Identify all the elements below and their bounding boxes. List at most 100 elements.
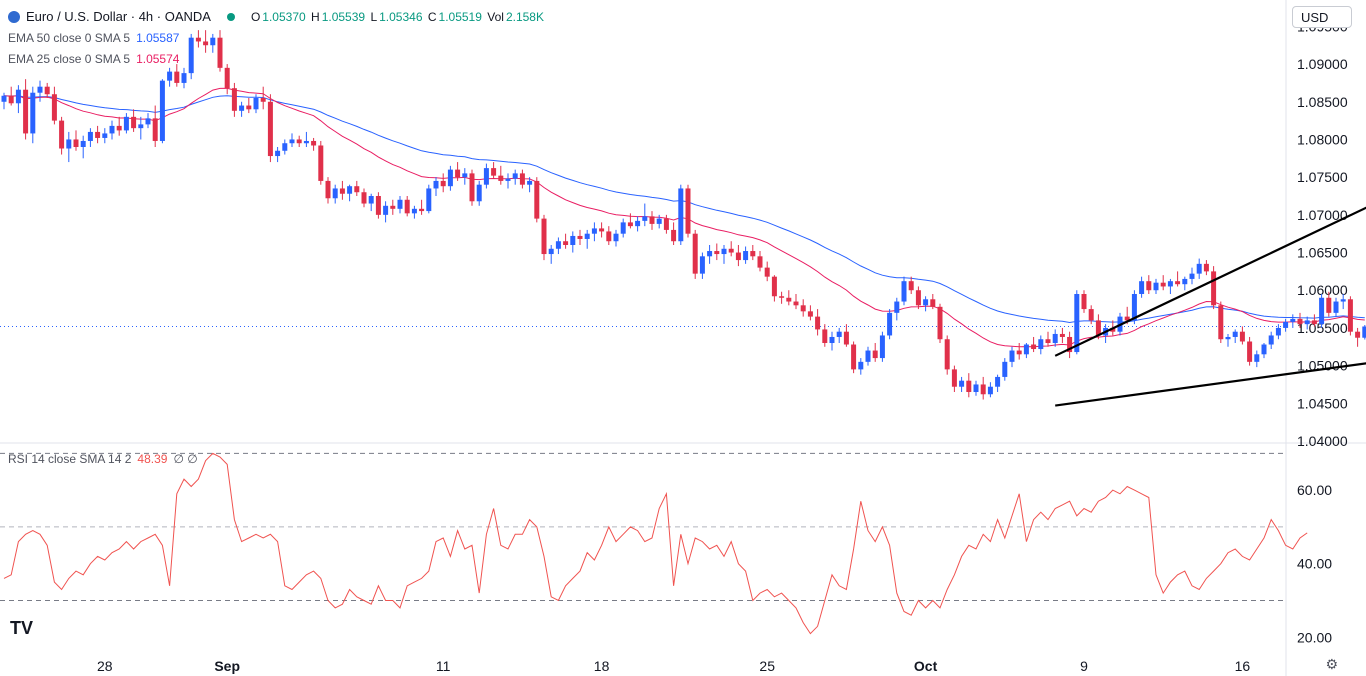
rsi-legend[interactable]: RSI 14 close SMA 14 2 48.39 ∅ ∅: [8, 452, 198, 466]
candle-body: [1067, 336, 1073, 353]
candle-body: [613, 233, 619, 242]
candle-body: [944, 339, 950, 370]
candle-body: [1326, 297, 1332, 313]
ema25-legend[interactable]: EMA 25 close 0 SMA 5 1.05574: [8, 52, 179, 66]
candle-body: [87, 131, 93, 141]
candle-body: [455, 169, 461, 178]
candle-body: [930, 299, 936, 307]
candle-body: [368, 196, 374, 204]
candle-body: [311, 140, 317, 146]
candle-body: [584, 233, 590, 239]
candle-body: [771, 276, 777, 297]
price-axis-tick: 1.05000: [1297, 358, 1348, 374]
candle-body: [1340, 299, 1346, 302]
candle-body: [764, 267, 770, 277]
candle-body: [822, 329, 828, 343]
price-axis-tick: 1.05500: [1297, 320, 1348, 336]
candle-body: [735, 252, 741, 261]
currency-button[interactable]: USD: [1292, 6, 1352, 28]
candle-body: [663, 218, 669, 230]
candle-body: [404, 199, 410, 214]
tradingview-logo: TV: [10, 618, 34, 638]
candle-body: [390, 205, 396, 209]
candle-body: [951, 369, 957, 387]
candle-body: [1009, 350, 1015, 362]
candle-body: [95, 131, 101, 138]
candle-body: [1139, 281, 1145, 294]
candle-body: [620, 222, 626, 234]
candle-body: [66, 139, 72, 149]
candle-body: [1189, 273, 1195, 279]
candle-body: [145, 118, 151, 125]
candle-body: [851, 344, 857, 370]
rsi-line: [3, 452, 1308, 635]
candle-body: [188, 37, 194, 74]
candle-body: [829, 336, 835, 343]
candle-body: [1347, 299, 1353, 332]
candle-body: [152, 118, 158, 141]
candle-body: [836, 331, 842, 337]
lower-trendline: [1055, 362, 1366, 407]
time-axis-tick: 9: [1080, 658, 1088, 674]
candle-body: [1023, 344, 1029, 355]
time-axis-tick: 16: [1235, 658, 1251, 674]
candle-body: [375, 196, 381, 215]
candle-body: [577, 235, 583, 239]
rsi-axis-tick: 40.00: [1297, 556, 1332, 572]
rsi-extra: ∅ ∅: [173, 452, 198, 466]
candle-body: [858, 361, 864, 370]
candle-body: [879, 335, 885, 359]
candle-body: [1088, 309, 1094, 321]
candle-body: [1153, 282, 1159, 291]
candle-body: [865, 350, 871, 362]
candle-body: [980, 384, 986, 395]
candle-body: [750, 251, 756, 257]
candle-body: [1196, 263, 1202, 274]
high-label: H: [311, 9, 320, 24]
candle-body: [800, 305, 806, 312]
candle-body: [872, 350, 878, 359]
candle-body: [217, 37, 223, 68]
candle-body: [138, 124, 144, 129]
candle-body: [260, 98, 266, 102]
candle-body: [1333, 301, 1339, 313]
candle-body: [915, 290, 921, 306]
ema25-label: EMA 25 close 0 SMA 5: [8, 52, 131, 66]
candle-body: [692, 233, 698, 274]
candle-body: [642, 216, 648, 221]
candle-body: [555, 241, 561, 249]
candle-body: [1304, 320, 1310, 325]
candle-body: [339, 188, 345, 194]
candle-body: [1016, 350, 1022, 355]
ema50-value: 1.05587: [136, 31, 180, 45]
candle-body: [901, 281, 907, 302]
rsi-label: RSI 14 close SMA 14 2: [8, 452, 132, 466]
candle-body: [246, 105, 252, 110]
candle-body: [1002, 361, 1008, 377]
price-axis-tick: 1.07500: [1297, 169, 1348, 185]
price-axis-tick: 1.09000: [1297, 56, 1348, 72]
candle-body: [8, 95, 14, 104]
candle-body: [73, 139, 79, 147]
candle-body: [174, 71, 180, 83]
settings-gear-icon[interactable]: ⚙: [1325, 656, 1338, 672]
candle-body: [671, 229, 677, 242]
candle-body: [44, 86, 50, 95]
candle-body: [505, 178, 511, 181]
candle-body: [987, 386, 993, 395]
ema25-line: [3, 87, 1365, 348]
candle-body: [656, 218, 662, 224]
candle-body: [1239, 331, 1245, 342]
candle-body: [498, 175, 504, 181]
candle-body: [354, 186, 360, 193]
open-label: O: [250, 9, 261, 24]
ema50-legend[interactable]: EMA 50 close 0 SMA 5 1.05587: [8, 31, 179, 45]
candle-body: [1311, 320, 1317, 325]
upper-trendline: [1054, 206, 1366, 357]
candle-body: [419, 208, 425, 212]
candle-body: [685, 188, 691, 234]
symbol-title[interactable]: Euro / U.S. Dollar · 4h · OANDA: [26, 9, 211, 24]
low-label: L: [370, 9, 378, 24]
candle-body: [527, 180, 533, 185]
